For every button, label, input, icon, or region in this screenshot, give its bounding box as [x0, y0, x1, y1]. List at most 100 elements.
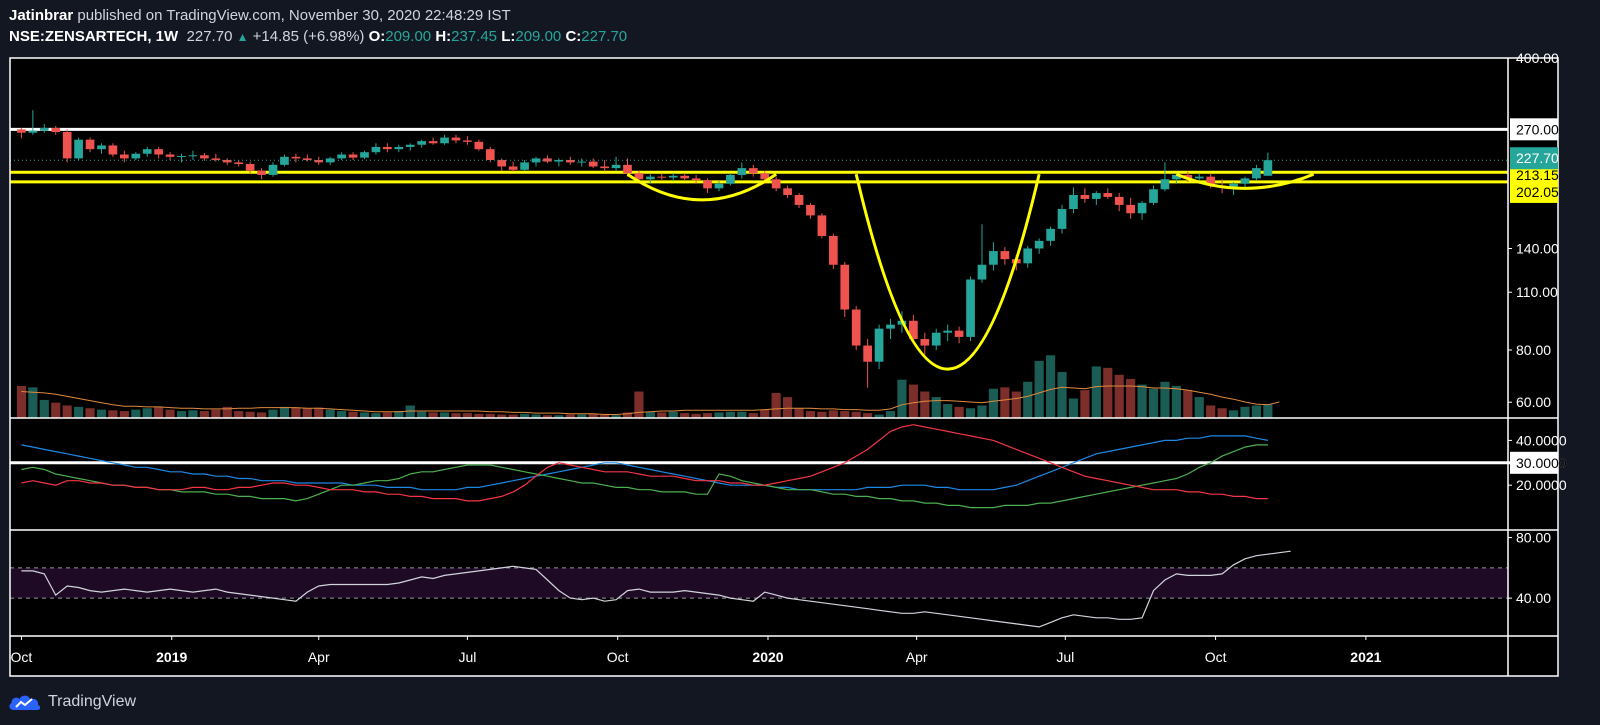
low-label: L: — [501, 28, 516, 45]
price-tick-label: 60.00 — [1516, 394, 1551, 410]
volume-bar — [74, 406, 84, 418]
volume-bar — [1068, 398, 1079, 418]
candle-body — [383, 146, 392, 150]
candle — [97, 143, 106, 154]
candle — [451, 134, 461, 144]
candle — [200, 152, 209, 161]
candle-body — [51, 127, 61, 133]
volume-bar — [885, 411, 896, 418]
candle — [703, 178, 712, 194]
candle-body — [783, 188, 792, 195]
candle — [943, 324, 953, 342]
candle — [623, 158, 632, 177]
candle — [463, 136, 472, 145]
time-tick-label: Oct — [11, 649, 33, 665]
volume-bar — [1023, 381, 1033, 418]
time-tick-label: 2019 — [156, 649, 187, 665]
candle — [909, 315, 918, 344]
candle-body — [97, 145, 106, 150]
volume-bar — [863, 413, 873, 418]
candle-body — [142, 149, 152, 154]
tradingview-logo[interactable]: TradingView — [8, 690, 136, 714]
rsi-band — [10, 567, 1508, 599]
candle-body — [520, 162, 529, 170]
volume-bar — [508, 414, 518, 418]
candle — [302, 154, 312, 162]
price-tick-label: 140.00 — [1516, 240, 1559, 256]
volume-bar — [131, 409, 141, 418]
candle — [314, 156, 324, 165]
symbol-name[interactable]: NSE:ZENSARTECH, 1W — [9, 28, 179, 45]
volume-bar — [462, 413, 472, 418]
candle-body — [954, 330, 964, 337]
last-price-label: 227.70 — [1516, 150, 1559, 166]
candle-body — [1114, 196, 1124, 205]
candle-body — [74, 139, 83, 159]
volume-bar — [142, 408, 152, 418]
support-level-label-lower-bg — [1510, 180, 1558, 203]
volume-bar — [1206, 405, 1216, 418]
candle — [806, 202, 815, 219]
candle-body — [188, 155, 198, 157]
candle — [280, 154, 289, 167]
candle — [1114, 193, 1124, 212]
volume-bar — [702, 413, 713, 418]
volume-bar — [1103, 367, 1113, 418]
candle-body — [39, 127, 49, 131]
volume-bar — [176, 411, 187, 418]
candle-body — [931, 332, 941, 346]
candle — [405, 143, 415, 151]
high-label: H: — [435, 28, 452, 45]
author-name[interactable]: Jatinbrar — [9, 7, 74, 24]
candle — [520, 159, 529, 171]
volume-bar — [611, 415, 621, 418]
candle — [177, 153, 186, 163]
candle-body — [120, 154, 129, 159]
volume-series — [16, 355, 1280, 418]
candle — [440, 134, 449, 145]
candle-body — [1194, 176, 1204, 179]
candle-body — [165, 154, 175, 157]
volume-bar — [680, 413, 690, 418]
candle — [428, 137, 438, 145]
candle — [245, 161, 255, 174]
volume-bar — [211, 409, 221, 418]
price-tick-label: 400.00 — [1516, 50, 1559, 66]
candle — [1126, 197, 1135, 219]
candle — [588, 158, 598, 169]
volume-bar — [554, 415, 564, 418]
candle-body — [1046, 228, 1055, 241]
candle-body — [360, 152, 369, 158]
close-value: 227.70 — [581, 28, 628, 45]
candle-body — [17, 129, 26, 133]
candle — [1046, 226, 1055, 246]
volume-bar — [1148, 388, 1159, 418]
candle — [74, 137, 83, 160]
candle — [211, 153, 221, 162]
candle-body — [131, 153, 141, 159]
candle — [142, 146, 152, 157]
candle-body — [623, 164, 632, 174]
candle-body — [451, 137, 461, 141]
time-tick-label: Jul — [1056, 649, 1074, 665]
volume-bar — [405, 405, 415, 418]
candle-body — [531, 158, 541, 163]
candle-body — [302, 158, 312, 160]
candle-body — [85, 139, 95, 150]
time-tick-label: Oct — [1205, 649, 1227, 665]
candle-body — [154, 149, 164, 155]
volume-bar — [805, 411, 816, 418]
candle-body — [1080, 194, 1090, 199]
candle — [85, 137, 95, 153]
candle — [348, 152, 358, 160]
volume-bar — [256, 412, 267, 418]
candle — [851, 305, 861, 351]
candle — [1149, 185, 1158, 205]
candle-body — [371, 146, 381, 153]
candle — [646, 173, 655, 184]
rsi-tick-label: 80.00 — [1516, 530, 1551, 546]
candle-body — [417, 141, 427, 145]
dmi-line-plusdi — [21, 444, 1268, 509]
candle-body — [268, 164, 278, 175]
